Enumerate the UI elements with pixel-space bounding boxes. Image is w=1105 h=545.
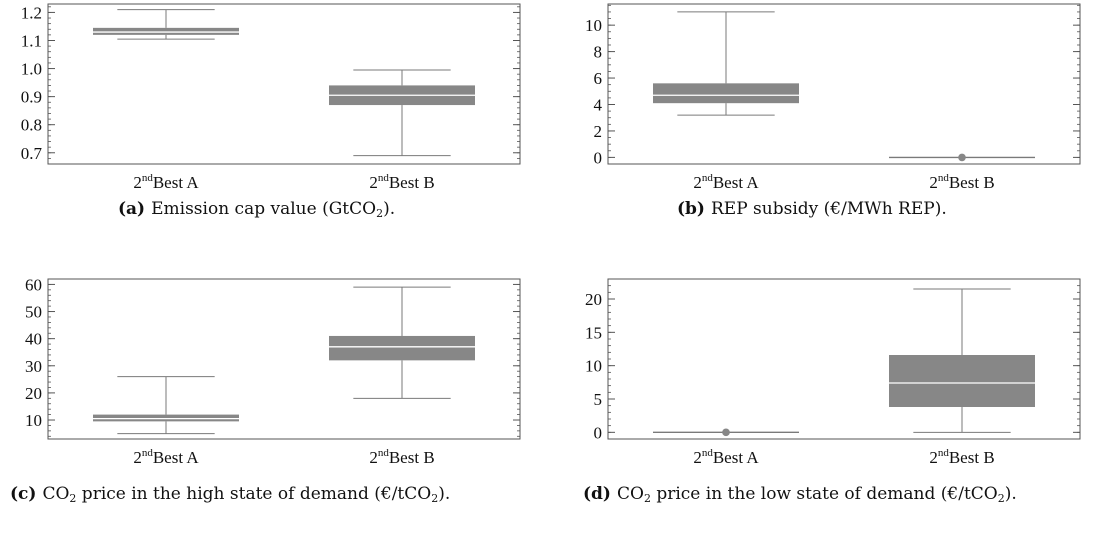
box-best-b [889, 153, 1035, 162]
box-iqr [93, 414, 239, 422]
caption-b: (b) REP subsidy (€/MWh REP). [677, 199, 947, 220]
x-category-label: 2ndBest B [369, 447, 434, 467]
y-tick-label: 30 [25, 357, 42, 376]
caption-a: (a) Emission cap value (GtCO2). [118, 199, 395, 220]
x-category-label: 2ndBest B [369, 172, 434, 192]
caption-c-tail2: ). [438, 484, 451, 504]
y-tick-label: 6 [594, 69, 603, 88]
chart-c: 10 20 30 40 50 60 2ndBest A 2ndBest B [25, 275, 521, 467]
y-tick-label: 5 [594, 390, 603, 409]
outlier-point [958, 153, 966, 162]
caption-c-sub: 2 [69, 492, 77, 505]
x-category-label: 2ndBest A [693, 172, 759, 192]
box-best-a [93, 9, 239, 40]
plot-frame [47, 3, 521, 165]
caption-b-text: REP subsidy (€/MWh REP). [710, 199, 947, 219]
box-iqr [329, 335, 475, 361]
caption-a-sub: 2 [376, 207, 384, 220]
box-best-a [653, 428, 799, 437]
y-tick-label: 20 [25, 384, 42, 403]
box-iqr [93, 27, 239, 35]
caption-d-tail2: ). [1004, 484, 1017, 504]
caption-d-tail: price in the low state of demand (€/tCO [650, 484, 998, 504]
y-tick-label: 2 [594, 122, 603, 141]
panel-d: 0 5 10 15 20 2ndBest A 2ndBest B [560, 275, 1105, 467]
caption-a-text: Emission cap value (GtCO [151, 199, 377, 219]
caption-c-label: (c) [10, 484, 37, 504]
x-category-label: 2ndBest A [133, 447, 199, 467]
box-best-b [329, 69, 475, 157]
panel-a: 0.7 0.8 0.9 1.0 1.1 1.2 2ndBest A 2ndBest B [0, 0, 545, 192]
plot-frame [607, 3, 1081, 165]
box-best-a [653, 11, 799, 116]
plot-frame [47, 278, 521, 440]
caption-d: (d) CO2 price in the low state of demand … [583, 484, 1103, 505]
caption-d-sub2: 2 [997, 492, 1005, 505]
y-tick-label: 1.0 [21, 60, 42, 79]
chart-b: 0 2 4 6 8 10 2ndBest A 2ndBest B [585, 3, 1081, 192]
box-best-b [329, 286, 475, 399]
caption-d-sub: 2 [643, 492, 651, 505]
x-category-label: 2ndBest A [693, 447, 759, 467]
y-tick-label: 50 [25, 303, 42, 322]
x-category-label: 2ndBest B [929, 447, 994, 467]
caption-c: (c) CO2 price in the high state of demand… [10, 484, 530, 505]
y-tick-label: 0 [594, 148, 603, 167]
box-best-a [93, 376, 239, 435]
y-tick-label: 15 [585, 323, 602, 342]
chart-a: 0.7 0.8 0.9 1.0 1.1 1.2 2ndBest A 2ndBest B [21, 3, 521, 192]
y-tick-label: 0 [594, 423, 603, 442]
y-tick-label: 10 [585, 357, 602, 376]
y-tick-label: 10 [25, 411, 42, 430]
box-best-b [889, 288, 1035, 433]
y-tick-label: 4 [594, 95, 603, 114]
y-tick-label: 40 [25, 330, 42, 349]
caption-c-text: CO [42, 484, 70, 504]
caption-d-text: CO [616, 484, 644, 504]
x-category-label: 2ndBest A [133, 172, 199, 192]
panel-b: 0 2 4 6 8 10 2ndBest A 2ndBest B [560, 0, 1105, 192]
y-tick-label: 10 [585, 16, 602, 35]
y-tick-label: 0.9 [21, 88, 42, 107]
y-tick-label: 60 [25, 275, 42, 294]
outlier-point [722, 428, 730, 437]
y-tick-label: 8 [594, 43, 603, 62]
y-tick-label: 20 [585, 290, 602, 309]
box-iqr [889, 355, 1035, 407]
caption-c-sub2: 2 [431, 492, 439, 505]
caption-a-label: (a) [118, 199, 146, 219]
caption-a-tail: ). [383, 199, 396, 219]
panel-c: 10 20 30 40 50 60 2ndBest A 2ndBest B [0, 275, 545, 467]
caption-b-label: (b) [677, 199, 705, 219]
box-iqr [653, 83, 799, 104]
y-tick-label: 0.7 [21, 144, 43, 163]
chart-d: 0 5 10 15 20 2ndBest A 2ndBest B [585, 278, 1081, 467]
y-tick-label: 0.8 [21, 116, 42, 135]
caption-c-tail: price in the high state of demand (€/tCO [76, 484, 432, 504]
y-tick-label: 1.2 [21, 3, 42, 22]
x-category-label: 2ndBest B [929, 172, 994, 192]
y-tick-label: 1.1 [21, 31, 42, 50]
caption-d-label: (d) [583, 484, 611, 504]
